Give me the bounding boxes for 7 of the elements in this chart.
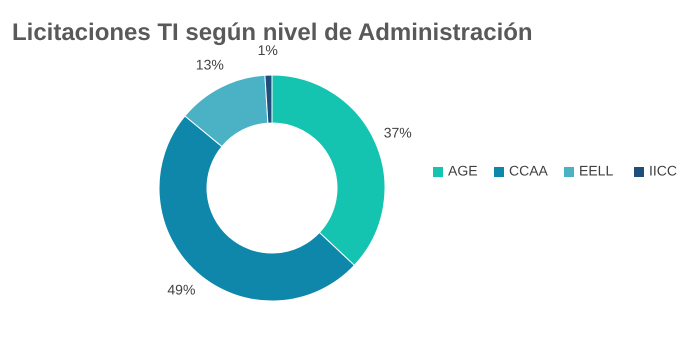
legend-label: IICC <box>649 162 677 179</box>
data-label: 13% <box>196 56 224 73</box>
legend-label: CCAA <box>509 162 549 179</box>
legend-label: AGE <box>448 162 478 179</box>
data-label: 37% <box>384 124 412 140</box>
data-label: 49% <box>167 281 196 298</box>
legend-label: EELL <box>579 162 614 179</box>
